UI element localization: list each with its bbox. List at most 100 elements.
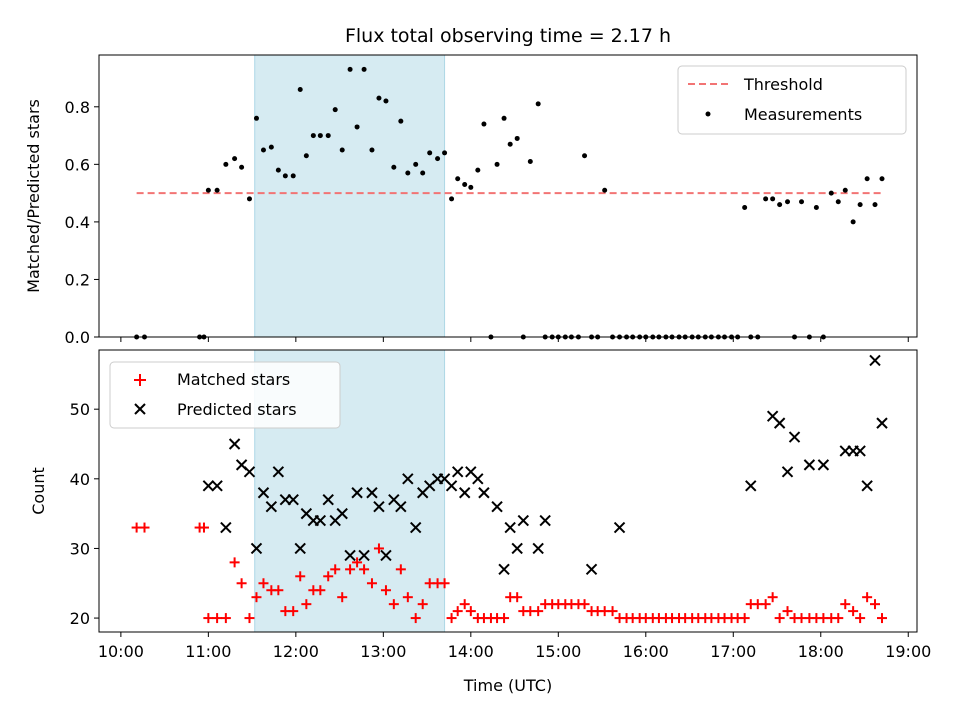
measurement-point (205, 187, 211, 193)
measurement-point (282, 173, 288, 179)
y-tick-label: 0.2 (65, 270, 90, 289)
measurement-point (427, 150, 433, 156)
predicted-point (876, 417, 888, 429)
predicted-point (861, 480, 873, 492)
measurement-point (325, 133, 331, 139)
measurement-point (475, 167, 481, 173)
measurement-point (602, 187, 608, 193)
matched-point (220, 613, 231, 624)
measurement-point (835, 199, 841, 205)
matched-point (301, 599, 312, 610)
matched-point (139, 522, 150, 533)
matched-legend-swatch (134, 374, 146, 386)
measurement-point (813, 205, 819, 211)
measurement-point (435, 156, 441, 162)
x-tick-label: 14:00 (448, 642, 494, 661)
counts-panel: 10:00 11:00 12:00 13:00 14:00 15:00 16:00 17:00… (29, 349, 931, 695)
measurement-point (850, 219, 856, 225)
matched-point (315, 585, 326, 596)
y-tick-label: 0.6 (65, 155, 90, 174)
predicted-point (517, 514, 530, 527)
predicted-point (478, 487, 490, 499)
measurement-point (582, 153, 588, 159)
matched-point (236, 578, 247, 589)
y-tick-label: 0.0 (65, 328, 90, 347)
matched-point (855, 613, 866, 624)
predicted-point (458, 487, 471, 499)
matched-point (295, 571, 306, 582)
predicted-point (243, 466, 256, 478)
matched-point (465, 606, 476, 617)
measurement-point (361, 66, 367, 72)
predicted-point (220, 521, 232, 534)
matched-point (579, 599, 590, 610)
measurement-point (468, 184, 474, 190)
matched-point (258, 578, 269, 589)
predicted-point (498, 563, 510, 576)
measurement-point (514, 135, 520, 141)
measurement-point (391, 164, 397, 170)
predicted-point (351, 487, 363, 499)
matched-point (373, 543, 384, 554)
matched-point (870, 599, 881, 610)
matched-point (877, 613, 888, 624)
predicted-point (451, 466, 464, 478)
measurement-point (297, 87, 303, 93)
matched-point (251, 592, 262, 603)
measurement-point (455, 176, 461, 182)
measurement-point (864, 176, 870, 182)
matched-point (607, 606, 618, 617)
predicted-point (373, 500, 385, 513)
x-tick-label: 11:00 (185, 642, 231, 661)
ratio-legend-box (677, 65, 907, 135)
matched-point (244, 613, 255, 624)
matched-point (417, 599, 428, 610)
matched-point (767, 592, 778, 603)
y-tick-label: 40 (70, 470, 90, 489)
threshold-legend-label: Threshold (743, 75, 823, 94)
predicted-point (395, 500, 407, 513)
predicted-point (336, 507, 348, 520)
matched-point (410, 613, 421, 624)
matched-point (848, 606, 859, 617)
predicted-point (211, 480, 223, 492)
predicted-point (228, 438, 241, 450)
matched-point (288, 606, 299, 617)
matched-point (203, 613, 214, 624)
predicted-point (344, 549, 356, 562)
measurement-point (369, 147, 375, 153)
measurements-legend-swatch (705, 111, 711, 117)
x-tick-label: 13:00 (360, 642, 406, 661)
measurement-point (268, 144, 274, 150)
ratio-y-axis-label: Matched/Predicted stars (24, 99, 43, 293)
predicted-point (409, 521, 422, 534)
predicted-point (504, 521, 516, 534)
measurement-point (501, 115, 507, 121)
x-tick-label: 18:00 (798, 642, 844, 661)
measurement-point (857, 202, 863, 208)
matched-point (345, 564, 356, 575)
matched-point (229, 557, 240, 568)
ratio-panel: 0.00.20.40.60.8 Matched/Predicted stars … (24, 54, 918, 347)
predicted-point (402, 473, 414, 485)
measurement-point (275, 167, 281, 173)
matched-point (395, 564, 406, 575)
predicted-point (472, 473, 484, 485)
observing-span (254, 54, 446, 338)
predicted-point (322, 493, 334, 506)
measurement-point (420, 170, 426, 176)
x-tick-label: 12:00 (273, 642, 319, 661)
predicted-point (869, 354, 881, 367)
measurement-point (763, 196, 769, 202)
predicted-point (265, 500, 278, 513)
measurement-point (872, 202, 878, 208)
measurement-point (842, 187, 848, 193)
predicted-point (202, 480, 215, 492)
matched-point (212, 613, 223, 624)
predicted-point (250, 542, 263, 555)
measurement-point (535, 101, 541, 107)
predicted-legend-label: Predicted stars (177, 400, 297, 419)
x-tick-label: 19:00 (885, 642, 931, 661)
predicted-point (773, 417, 786, 429)
